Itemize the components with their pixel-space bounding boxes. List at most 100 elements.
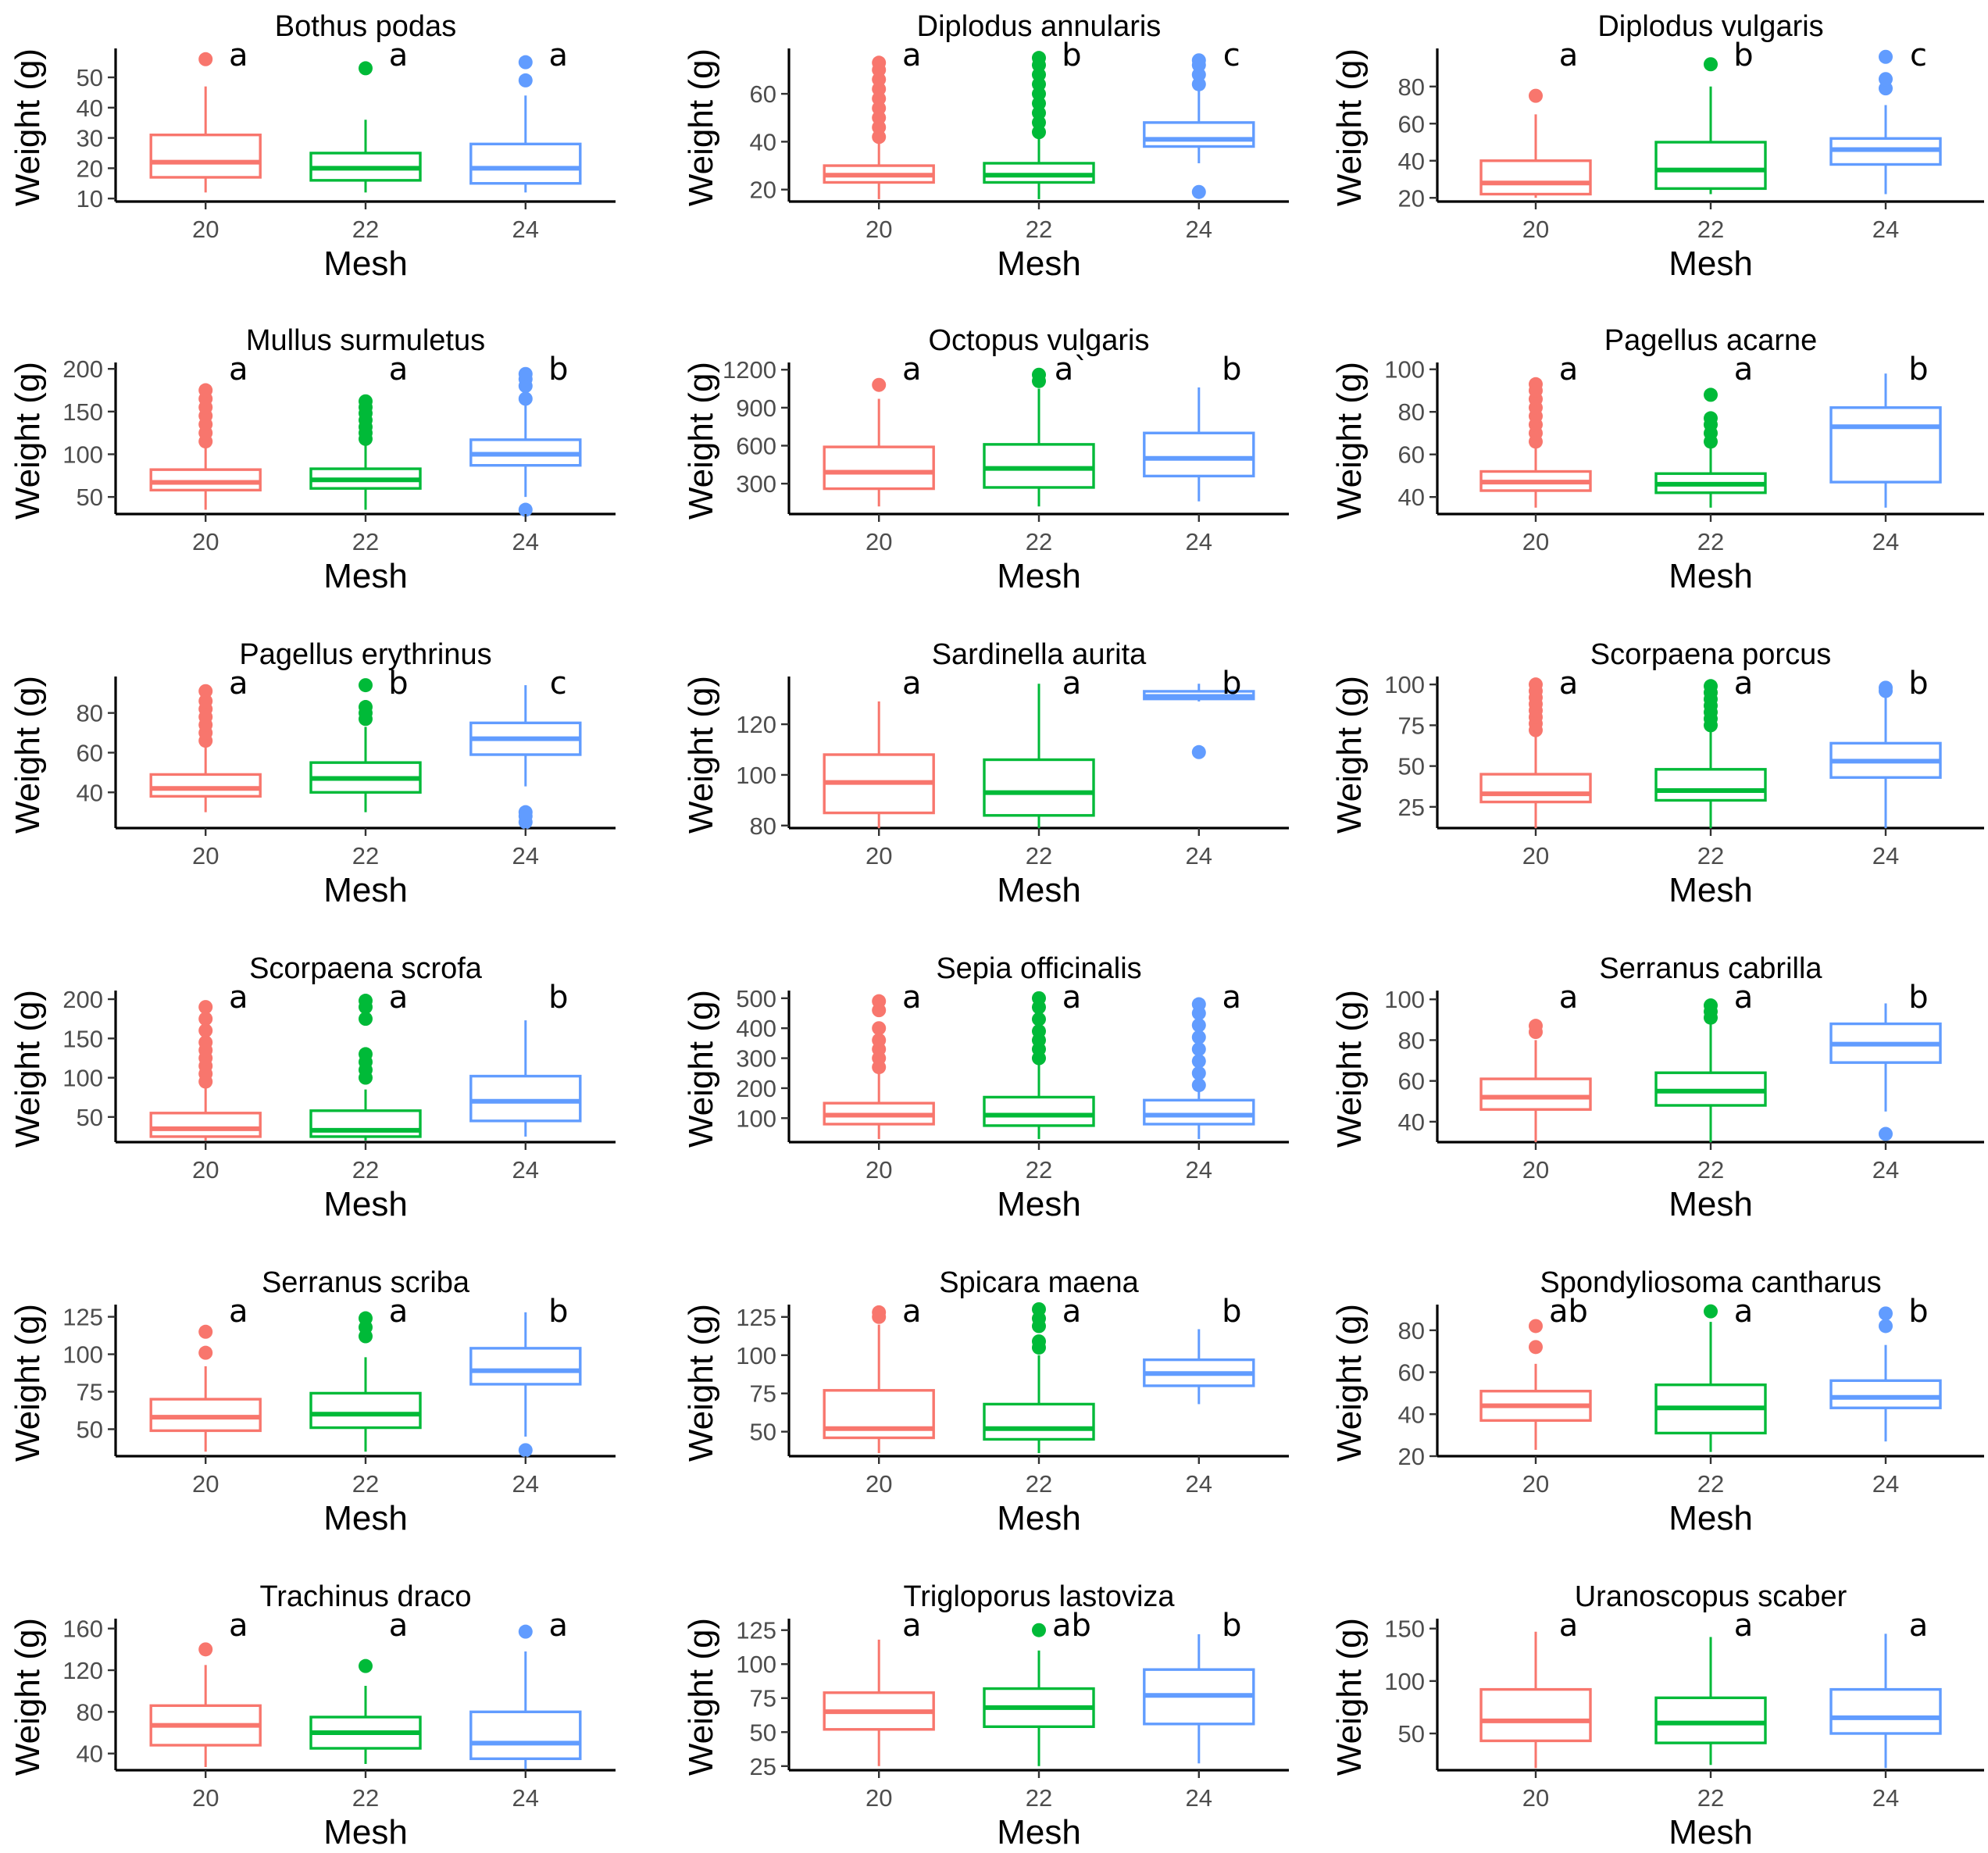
panel-scorpaena-porcus: Scorpaena porcus 25 50 75 100 Weight (g) 20 a 22…: [1330, 638, 1984, 909]
x-tick-label: 22: [1026, 1156, 1052, 1184]
outlier-point: [359, 1658, 373, 1673]
y-axis-title: Weight (g): [9, 990, 47, 1148]
x-axis-title: Mesh: [323, 1813, 408, 1851]
box-mesh-20: [149, 383, 262, 510]
significance-letter: a: [229, 980, 248, 1016]
y-tick-label: 80: [1398, 73, 1425, 101]
outlier-point: [1032, 1024, 1046, 1039]
x-tick-label: 20: [866, 1156, 892, 1184]
significance-letter: b: [1222, 666, 1241, 702]
outlier-point: [1191, 184, 1206, 199]
y-tick-label: 50: [77, 1104, 103, 1131]
y-tick-label: 50: [77, 64, 103, 91]
significance-letter: a: [549, 1608, 569, 1644]
significance-letter: a: [1734, 666, 1754, 702]
outlier-point: [198, 694, 213, 709]
outlier-point: [198, 684, 213, 698]
significance-letter: b: [548, 1294, 568, 1330]
x-tick-label: 20: [1522, 1470, 1549, 1498]
significance-letter: a: [229, 1608, 248, 1644]
y-tick-label: 50: [750, 1419, 776, 1446]
outlier-point: [198, 1023, 213, 1038]
box-mesh-22: [983, 51, 1095, 199]
outlier-point: [1191, 1018, 1206, 1033]
significance-letter: a: [902, 1608, 922, 1644]
y-tick-label: 10: [77, 185, 103, 212]
iqr-box: [1654, 768, 1767, 802]
outlier-point: [198, 52, 213, 66]
x-tick-label: 20: [192, 1156, 219, 1184]
significance-letter: a: [389, 980, 409, 1016]
significance-letter: a: [229, 666, 248, 702]
x-tick-label: 20: [192, 528, 219, 555]
box-mesh-20: [1479, 88, 1592, 198]
y-axis-title: Weight (g): [1330, 1304, 1369, 1462]
outlier-point: [359, 394, 373, 409]
x-tick-label: 22: [1697, 842, 1724, 869]
box-mesh-20: [149, 1324, 262, 1452]
significance-letter: a: [1062, 1294, 1082, 1330]
box-mesh-24: [1829, 1633, 1942, 1769]
iqr-box: [1479, 1687, 1592, 1743]
iqr-box: [983, 758, 1095, 817]
outlier-point: [518, 366, 533, 381]
outlier-point: [198, 383, 213, 398]
box-mesh-20: [823, 55, 935, 199]
x-tick-label: 24: [1872, 842, 1899, 869]
y-tick-label: 80: [750, 812, 776, 840]
y-axis-title: Weight (g): [9, 676, 47, 834]
outlier-point: [1191, 1054, 1206, 1069]
iqr-box: [1829, 1687, 1942, 1735]
y-tick-label: 100: [736, 1342, 776, 1369]
x-tick-label: 24: [1872, 216, 1899, 243]
box-mesh-20: [149, 1642, 262, 1767]
y-tick-label: 20: [750, 177, 776, 204]
significance-letter: b: [1062, 37, 1081, 73]
iqr-box: [149, 773, 262, 798]
x-tick-label: 24: [512, 842, 539, 869]
significance-letter: a: [1734, 352, 1754, 387]
panel-title: Mullus surmuletus: [246, 324, 485, 357]
significance-letter: a: [1559, 352, 1579, 387]
box-mesh-22: [983, 1302, 1095, 1454]
y-tick-label: 75: [1398, 712, 1425, 739]
box-mesh-24: [1829, 680, 1942, 828]
box-mesh-22: [1654, 1304, 1767, 1452]
outlier-point: [1529, 1340, 1543, 1355]
x-tick-label: 22: [1697, 216, 1724, 243]
iqr-box: [983, 162, 1095, 184]
y-axis-title: Weight (g): [1330, 676, 1369, 834]
x-tick-label: 22: [1697, 1470, 1724, 1498]
panel-diplodus-vulgaris: Diplodus vulgaris 20 40 60 80 Weight (g) 20 a 22…: [1330, 10, 1984, 283]
panel-serranus-scriba: Serranus scriba 50 75 100 125 Weight (g) 20 a 22…: [9, 1266, 616, 1537]
panel-spondyliosoma-cantharus: Spondyliosoma cantharus 20 40 60 80 Weight (g…: [1330, 1266, 1984, 1537]
outlier-point: [359, 61, 373, 76]
box-mesh-22: [1654, 998, 1767, 1142]
panel-title: Scorpaena scrofa: [249, 952, 483, 985]
significance-letter: b: [1908, 1294, 1928, 1330]
y-tick-label: 60: [1398, 1068, 1425, 1095]
outlier-point: [1704, 57, 1718, 72]
box-mesh-24: [469, 685, 582, 830]
x-tick-label: 24: [512, 216, 539, 243]
box-mesh-20: [149, 1000, 262, 1141]
significance-letter: a`: [1055, 352, 1090, 387]
y-axis-title: Weight (g): [9, 1304, 47, 1462]
significance-letter: a: [1559, 666, 1579, 702]
x-tick-label: 20: [192, 1470, 219, 1498]
outlier-point: [198, 1345, 213, 1360]
significance-letter: b: [1733, 37, 1753, 73]
significance-letter: b: [1908, 980, 1928, 1016]
outlier-point: [1879, 49, 1893, 64]
x-tick-label: 24: [1186, 216, 1212, 243]
panel-title: Trigloporus lastoviza: [903, 1580, 1175, 1613]
significance-letter: a: [389, 1608, 409, 1644]
y-tick-label: 75: [750, 1685, 776, 1712]
iqr-box: [309, 1109, 422, 1138]
significance-letter: b: [548, 352, 568, 387]
y-tick-label: 75: [77, 1379, 103, 1406]
outlier-point: [872, 377, 887, 392]
y-tick-label: 75: [750, 1380, 776, 1408]
